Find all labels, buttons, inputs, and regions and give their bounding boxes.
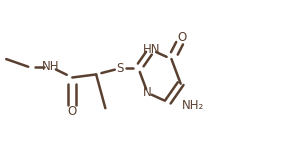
Text: N: N	[143, 86, 152, 99]
Text: NH₂: NH₂	[182, 99, 204, 112]
Text: O: O	[68, 105, 77, 118]
Text: S: S	[116, 62, 124, 75]
Text: HN: HN	[142, 43, 160, 56]
Text: O: O	[178, 31, 187, 44]
Text: NH: NH	[41, 60, 59, 73]
